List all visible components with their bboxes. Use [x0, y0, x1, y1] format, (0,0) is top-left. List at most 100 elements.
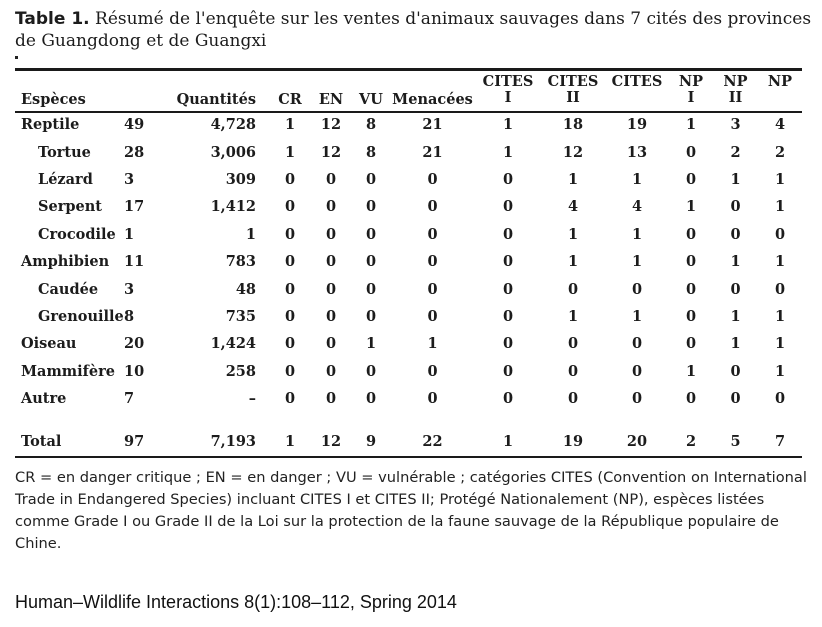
cell-species: Reptile	[21, 116, 80, 134]
table-row: Lézard 3 309 0 0 0 0 0 1 1 0 1 1	[15, 166, 802, 193]
table-row: Grenouille 8 735 0 0 0 0 0 1 1 0 1 1	[15, 303, 802, 330]
cell-cr: 0	[284, 280, 296, 298]
cell-quantity: 1,424	[210, 335, 256, 353]
source-citation: Human–Wildlife Interactions 8(1):108–112…	[15, 592, 457, 612]
cell-np-ii: 1	[730, 253, 741, 271]
cell-cites-i: 0	[502, 335, 514, 353]
cell-species: Lézard	[38, 170, 93, 188]
col-header-np-i-line2: I	[687, 89, 695, 106]
cell-count: 20	[124, 335, 145, 353]
cell-cites: 1	[631, 170, 643, 188]
cell-np-i: 0	[685, 390, 697, 408]
cell-quantity: 1	[245, 225, 256, 243]
cell-cr: 1	[284, 116, 296, 134]
cell-np: 1	[774, 170, 786, 188]
col-header-cites-i-line2: I	[504, 89, 512, 106]
cell-np-i: 0	[685, 280, 697, 298]
cell-cites-ii: 1	[567, 253, 579, 271]
col-header-species: Espèces	[21, 91, 86, 108]
cell-cites-i: 1	[502, 433, 514, 451]
cell-count: 8	[124, 307, 135, 325]
cell-species: Mammifère	[21, 362, 115, 380]
cell-np: 1	[774, 307, 786, 325]
table-row: Mammifère 10 258 0 0 0 0 0 0 0 1 0 1	[15, 358, 802, 385]
cell-en: 0	[325, 335, 337, 353]
cell-count: 7	[124, 390, 135, 408]
cell-np: 1	[774, 335, 786, 353]
col-header-cites-ii-line1: CITES	[547, 73, 599, 90]
cell-np-i: 0	[685, 143, 697, 161]
cell-vu: 8	[365, 116, 377, 134]
cell-cites-ii: 1	[567, 307, 579, 325]
cell-cites-i: 0	[502, 307, 514, 325]
cell-cites-ii: 18	[562, 116, 584, 134]
col-header-cr: CR	[278, 91, 302, 108]
cell-np-i: 0	[685, 307, 697, 325]
cell-cites-i: 1	[502, 116, 514, 134]
cell-quantity: 1,412	[210, 198, 256, 216]
cell-np-i: 0	[685, 170, 697, 188]
cell-species: Grenouille	[38, 307, 124, 325]
cell-cites-i: 1	[502, 143, 514, 161]
cell-np: 7	[774, 433, 786, 451]
cell-np-i: 0	[685, 225, 697, 243]
cell-np: 1	[774, 253, 786, 271]
col-header-cites-i-line1: CITES	[482, 73, 534, 90]
cell-cr: 1	[284, 143, 296, 161]
cell-species: Caudée	[38, 280, 99, 298]
cell-np-i: 1	[685, 362, 697, 380]
cell-np: 0	[774, 390, 786, 408]
table-row: Serpent 17 1,412 0 0 0 0 0 4 4 1 0 1	[15, 193, 802, 220]
table-header-rule	[15, 111, 802, 113]
cell-cr: 1	[284, 433, 296, 451]
cell-menacees: 22	[422, 433, 443, 451]
cell-np-ii: 0	[730, 198, 741, 216]
col-header-cites-ii-line2: II	[566, 89, 580, 106]
table-row: Caudée 3 48 0 0 0 0 0 0 0 0 0 0	[15, 275, 802, 302]
cell-quantity: 309	[225, 170, 256, 188]
cell-count: 11	[124, 253, 145, 271]
col-header-cites: CITES	[611, 73, 663, 90]
cell-quantity: 7,193	[210, 433, 256, 451]
cell-vu: 9	[365, 433, 377, 451]
col-header-np-ii: NP II	[713, 71, 758, 111]
cell-cites-i: 0	[502, 390, 514, 408]
cell-cites-i: 0	[502, 198, 514, 216]
table-row: Crocodile 1 1 0 0 0 0 0 1 1 0 0 0	[15, 221, 802, 248]
cell-np-ii: 1	[730, 307, 741, 325]
total-row: Total 97 7,193 1 12 9 22 1 19 20 2 5 7	[15, 428, 802, 455]
cell-np-ii: 0	[730, 390, 741, 408]
table-footnote: CR = en danger critique ; EN = en danger…	[15, 469, 807, 552]
cell-count: 49	[124, 116, 145, 134]
col-header-quantities: Quantités	[176, 91, 256, 108]
table-row: Oiseau 20 1,424 0 0 1 1 0 0 0 0 1 1	[15, 330, 802, 357]
col-header-np-i-line1: NP	[678, 73, 704, 90]
cell-species: Amphibien	[21, 253, 110, 271]
cell-cr: 0	[284, 170, 296, 188]
col-header-np-i: NP I	[669, 71, 713, 111]
cell-cites: 13	[626, 143, 648, 161]
spacer-row	[15, 412, 802, 428]
cell-cites: 19	[626, 116, 648, 134]
cell-quantity: –	[248, 390, 256, 408]
cell-vu: 0	[365, 307, 377, 325]
cell-cites: 0	[631, 280, 643, 298]
table-top-rule	[15, 68, 802, 71]
cell-cites: 1	[631, 307, 643, 325]
cell-count: 17	[124, 198, 145, 216]
cell-species: Serpent	[38, 198, 102, 216]
cell-quantity: 3,006	[210, 143, 256, 161]
cell-np: 1	[774, 362, 786, 380]
cell-vu: 0	[365, 280, 377, 298]
cell-quantity: 48	[235, 280, 256, 298]
table-caption: Table 1. Résumé de l'enquête sur les ven…	[15, 8, 815, 52]
cell-cr: 0	[284, 225, 296, 243]
cell-np: 1	[774, 198, 786, 216]
cell-cites-ii: 4	[567, 198, 579, 216]
table-label: Table 1.	[15, 9, 90, 29]
cell-cites-ii: 1	[567, 225, 579, 243]
col-header-cites-i: CITES I	[475, 71, 541, 111]
table-body: Reptile 49 4,728 1 12 8 21 1 18 19 1 3 4 Tortue 28 3,00…	[15, 111, 802, 456]
cell-vu: 8	[365, 143, 377, 161]
table-row: Tortue 28 3,006 1 12 8 21 1 12 13 0 2 2	[15, 138, 802, 165]
